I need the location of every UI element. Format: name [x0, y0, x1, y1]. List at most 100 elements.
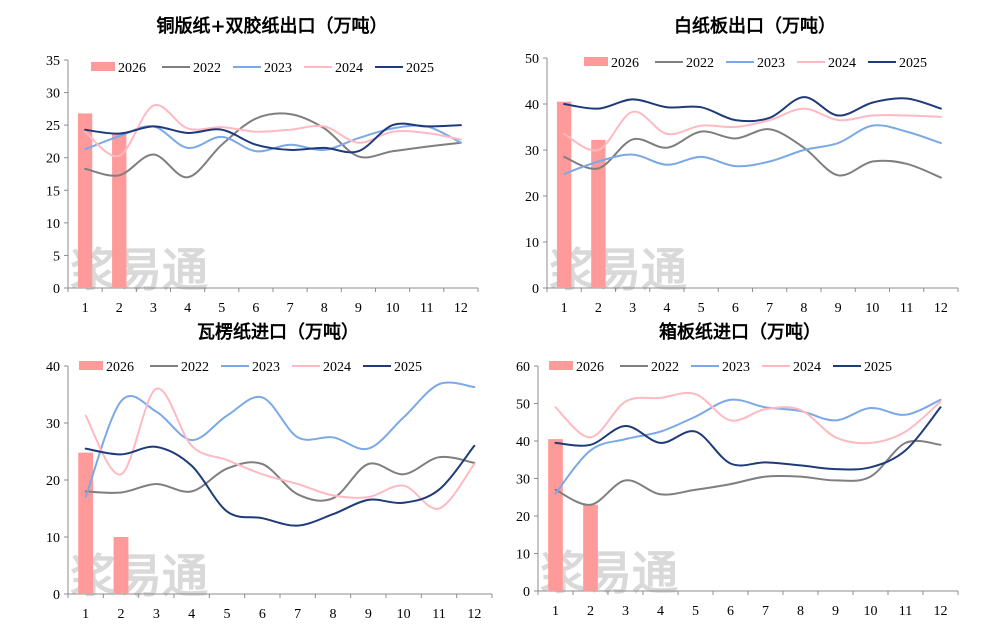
chart-title: 瓦楞纸进口（万吨） [197, 321, 359, 343]
x-tick-label: 3 [150, 301, 157, 316]
x-tick-label: 2 [595, 301, 602, 316]
x-tick-label: 2 [118, 607, 125, 622]
bar-2026-month-1 [77, 113, 93, 288]
x-tick-label: 4 [188, 607, 195, 622]
x-tick-label: 12 [467, 607, 481, 622]
x-tick-label: 12 [934, 301, 948, 316]
x-tick-label: 8 [330, 607, 337, 622]
legend-label-2023: 2023 [757, 56, 785, 71]
y-tick-label: 20 [46, 152, 60, 167]
series-line-2024 [554, 391, 942, 445]
y-tick-label: 50 [516, 398, 530, 413]
bar-2026-month-1 [78, 452, 94, 594]
series-line-2025 [84, 122, 462, 154]
legend-swatch-2026 [584, 57, 608, 66]
y-tick-label: 50 [525, 52, 539, 67]
series-line-2022 [554, 439, 942, 506]
chart-title: 白纸板出口（万吨） [674, 15, 836, 37]
x-tick-label: 6 [259, 607, 266, 622]
y-tick-label: 20 [46, 474, 60, 489]
x-tick-label: 10 [865, 301, 879, 316]
y-tick-label: 30 [525, 144, 539, 159]
x-tick-label: 2 [587, 604, 594, 619]
y-tick-label: 10 [525, 236, 539, 251]
x-tick-label: 1 [82, 607, 89, 622]
y-tick-label: 0 [523, 585, 530, 600]
x-tick-label: 7 [762, 604, 769, 619]
x-tick-label: 11 [899, 604, 912, 619]
y-tick-label: 40 [516, 435, 530, 450]
y-tick-label: 10 [46, 217, 60, 232]
series-line-2025 [84, 444, 476, 527]
legend-label-2024: 2024 [828, 56, 856, 71]
x-tick-label: 10 [386, 301, 400, 316]
legend-label-2023: 2023 [722, 360, 750, 375]
legend-label-2025: 2025 [864, 360, 892, 375]
x-tick-label: 5 [224, 607, 231, 622]
legend-label-2022: 2022 [193, 61, 221, 76]
y-tick-label: 0 [53, 282, 60, 297]
x-tick-label: 7 [294, 607, 301, 622]
bar-2026-month-2 [583, 504, 598, 591]
x-tick-label: 1 [552, 604, 559, 619]
bar-2026-month-1 [548, 439, 563, 591]
legend-label-2025: 2025 [394, 360, 422, 375]
x-tick-label: 3 [622, 604, 629, 619]
legend-label-2026: 2026 [576, 360, 604, 375]
x-tick-label: 6 [732, 301, 739, 316]
y-tick-label: 20 [516, 510, 530, 525]
legend-label-2024: 2024 [335, 61, 363, 76]
legend-swatch-2026 [549, 361, 573, 370]
legend-label-2022: 2022 [181, 360, 209, 375]
series-line-2025 [554, 406, 942, 471]
legend-label-2026: 2026 [118, 61, 146, 76]
legend-label-2025: 2025 [899, 56, 927, 71]
series-line-2022 [84, 112, 462, 179]
x-tick-label: 5 [218, 301, 225, 316]
legend-label-2026: 2026 [106, 360, 134, 375]
x-tick-label: 10 [397, 607, 411, 622]
series-line-2024 [84, 387, 476, 510]
legend-label-2023: 2023 [264, 61, 292, 76]
x-tick-label: 9 [832, 604, 839, 619]
legend-label-2023: 2023 [252, 360, 280, 375]
y-tick-label: 10 [516, 548, 530, 563]
bar-2026-month-2 [591, 139, 606, 288]
y-tick-label: 40 [525, 98, 539, 113]
x-tick-label: 11 [900, 301, 913, 316]
x-tick-label: 2 [116, 301, 123, 316]
x-tick-label: 8 [800, 301, 807, 316]
y-tick-label: 15 [46, 184, 60, 199]
bar-2026-month-2 [113, 537, 129, 594]
legend-label-2025: 2025 [406, 61, 434, 76]
x-tick-label: 3 [629, 301, 636, 316]
x-tick-label: 8 [321, 301, 328, 316]
series-line-2025 [563, 96, 942, 123]
x-tick-label: 3 [153, 607, 160, 622]
x-tick-label: 7 [766, 301, 773, 316]
y-tick-label: 25 [46, 119, 60, 134]
series-line-2024 [563, 107, 942, 152]
y-tick-label: 0 [532, 282, 539, 297]
y-tick-label: 5 [53, 249, 60, 264]
legend-label-2022: 2022 [651, 360, 679, 375]
series-line-2023 [554, 398, 942, 495]
x-tick-label: 9 [355, 301, 362, 316]
legend-swatch-2026 [91, 62, 115, 71]
y-tick-label: 10 [46, 531, 60, 546]
bar-2026-month-2 [112, 132, 127, 288]
y-tick-label: 20 [525, 190, 539, 205]
chart-title: 铜版纸+双胶纸出口（万吨） [156, 15, 387, 37]
y-tick-label: 35 [46, 54, 60, 69]
series-line-2023 [563, 124, 942, 175]
x-tick-label: 6 [727, 604, 734, 619]
x-tick-label: 11 [432, 607, 445, 622]
series-line-2023 [84, 381, 476, 499]
x-tick-label: 1 [82, 301, 89, 316]
y-tick-label: 60 [516, 360, 530, 375]
